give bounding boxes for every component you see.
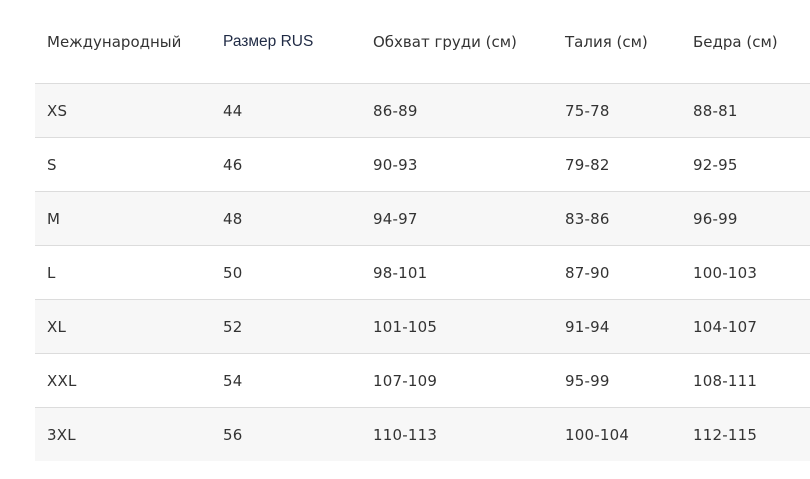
- cell-international: S: [47, 155, 57, 174]
- cell-size-rus: 48: [223, 209, 243, 228]
- table-row: S 46 90-93 79-82 92-95: [35, 138, 810, 192]
- cell-waist: 79-82: [565, 155, 610, 174]
- size-table: Международный Размер RUS Обхват груди (с…: [35, 0, 810, 461]
- cell-international: XS: [47, 101, 68, 120]
- cell-hips: 112-115: [693, 425, 758, 444]
- cell-international: L: [47, 263, 56, 282]
- header-waist: Талия (см): [565, 32, 648, 51]
- cell-hips: 96-99: [693, 209, 738, 228]
- table-row: XL 52 101-105 91-94 104-107: [35, 300, 810, 354]
- cell-hips: 92-95: [693, 155, 738, 174]
- cell-international: 3XL: [47, 425, 76, 444]
- cell-chest: 86-89: [373, 101, 418, 120]
- cell-size-rus: 46: [223, 155, 243, 174]
- cell-size-rus: 50: [223, 263, 243, 282]
- cell-waist: 100-104: [565, 425, 630, 444]
- cell-hips: 88-81: [693, 101, 738, 120]
- cell-chest: 90-93: [373, 155, 418, 174]
- cell-waist: 87-90: [565, 263, 610, 282]
- cell-size-rus: 54: [223, 371, 243, 390]
- cell-waist: 83-86: [565, 209, 610, 228]
- cell-hips: 104-107: [693, 317, 758, 336]
- cell-chest: 107-109: [373, 371, 438, 390]
- cell-international: XXL: [47, 371, 77, 390]
- cell-chest: 110-113: [373, 425, 438, 444]
- cell-chest: 94-97: [373, 209, 418, 228]
- header-chest: Обхват груди (см): [373, 32, 517, 51]
- cell-waist: 91-94: [565, 317, 610, 336]
- table-row: XS 44 86-89 75-78 88-81: [35, 84, 810, 138]
- cell-size-rus: 44: [223, 101, 243, 120]
- cell-chest: 98-101: [373, 263, 428, 282]
- header-international: Международный: [47, 32, 182, 51]
- table-row: M 48 94-97 83-86 96-99: [35, 192, 810, 246]
- cell-international: M: [47, 209, 61, 228]
- cell-hips: 108-111: [693, 371, 758, 390]
- cell-chest: 101-105: [373, 317, 438, 336]
- table-header-row: Международный Размер RUS Обхват груди (с…: [35, 0, 810, 84]
- cell-size-rus: 52: [223, 317, 243, 336]
- header-hips: Бедра (см): [693, 32, 778, 51]
- table-row: L 50 98-101 87-90 100-103: [35, 246, 810, 300]
- table-row: XXL 54 107-109 95-99 108-111: [35, 354, 810, 408]
- cell-size-rus: 56: [223, 425, 243, 444]
- header-size-rus: Размер RUS: [223, 32, 314, 50]
- cell-hips: 100-103: [693, 263, 758, 282]
- table-row: 3XL 56 110-113 100-104 112-115: [35, 408, 810, 461]
- cell-waist: 95-99: [565, 371, 610, 390]
- cell-waist: 75-78: [565, 101, 610, 120]
- cell-international: XL: [47, 317, 67, 336]
